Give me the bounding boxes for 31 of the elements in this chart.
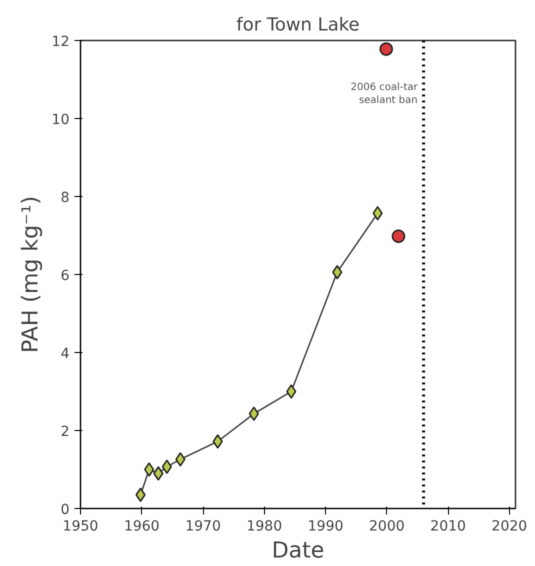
x-tick-label: 1950 — [62, 518, 98, 534]
y-axis-title: PAH (mg kg⁻¹) — [18, 196, 44, 354]
x-tick-label: 2000 — [369, 518, 405, 534]
point — [372, 206, 383, 221]
point — [392, 230, 406, 244]
point — [135, 488, 146, 502]
x-tick-label: 1980 — [246, 518, 282, 534]
x-tick-label: 1960 — [124, 518, 160, 534]
y-tick-label: 8 — [60, 190, 70, 206]
x-axis-title: Date — [272, 538, 324, 564]
point — [286, 384, 296, 399]
point — [144, 462, 154, 477]
y-tick-label: 10 — [52, 112, 70, 128]
x-tick-label: 2010 — [430, 518, 466, 534]
ref-line-label: 2006 coal-tar sealant ban — [350, 82, 418, 106]
x-tick-label: 1970 — [185, 518, 221, 534]
point — [162, 460, 172, 474]
y-tick-label: 4 — [60, 346, 70, 362]
y-tick-label: 12 — [52, 34, 70, 50]
point — [332, 264, 342, 280]
point — [175, 452, 186, 467]
chart-title: for Town Lake — [236, 14, 360, 36]
y-tick-label: 6 — [60, 268, 70, 284]
x-tick-label: 1990 — [308, 518, 344, 534]
y-tick-label: 0 — [60, 502, 70, 518]
y-tick-label: 2 — [60, 424, 70, 440]
point — [379, 42, 393, 56]
x-tick-label: 2020 — [492, 518, 528, 534]
point — [212, 434, 223, 449]
point — [248, 406, 259, 421]
point — [153, 466, 164, 481]
